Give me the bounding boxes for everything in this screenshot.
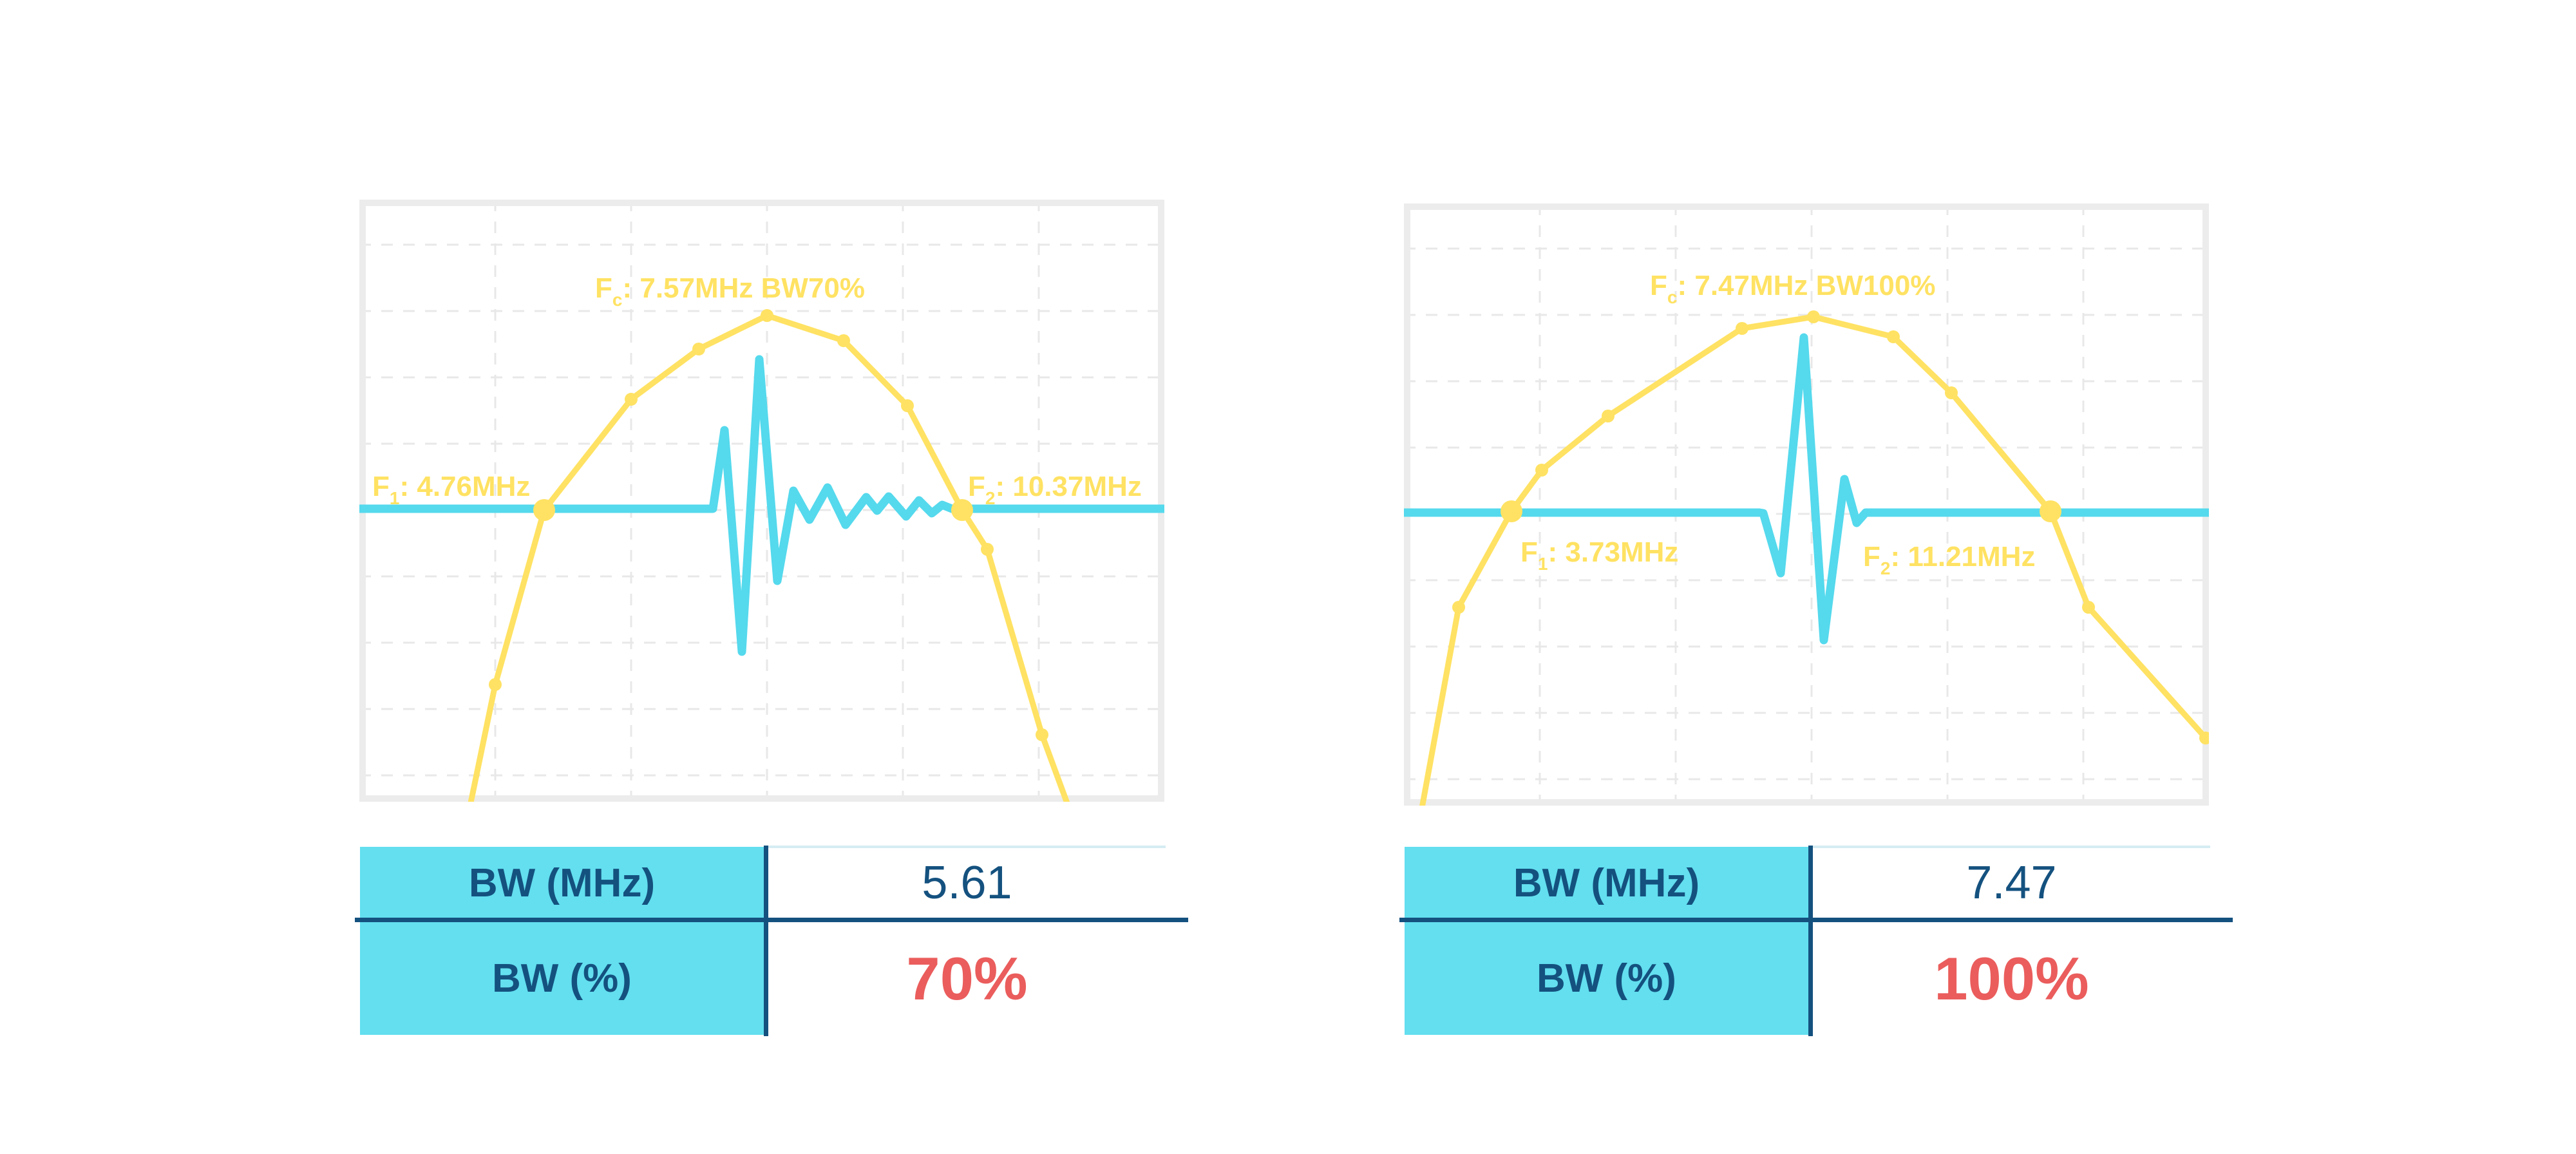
bw-pct-value: 100% bbox=[1934, 944, 2089, 1012]
data-point-marker bbox=[1602, 410, 1615, 422]
pulse-waveform bbox=[359, 355, 1164, 656]
table-header-column bbox=[360, 847, 764, 1035]
data-point-marker bbox=[489, 678, 502, 691]
pulse-waveform bbox=[1404, 333, 2209, 645]
data-point-marker bbox=[1036, 728, 1048, 741]
table-column-divider bbox=[1808, 846, 1813, 1036]
table-column-divider bbox=[764, 846, 768, 1036]
table-row-divider bbox=[1399, 918, 2233, 922]
spectrum-curve bbox=[468, 312, 1070, 802]
panel-frame bbox=[359, 200, 1164, 802]
spectrum-panel-bw70: Fc: 7.57MHz BW70% F1: 4.76MHz F2: 10.37MHz bbox=[359, 200, 1164, 802]
bw-mhz-value: 7.47 bbox=[1966, 857, 2057, 909]
bandwidth-crossing-marker bbox=[2040, 500, 2061, 522]
data-point-marker bbox=[1535, 464, 1548, 477]
table-row-divider bbox=[355, 918, 1188, 922]
f2-label: F2: 11.21MHz bbox=[1863, 541, 2035, 578]
bw-table-bw70: BW (MHz) BW (%) 5.61 70% bbox=[355, 846, 1188, 1039]
fc-label: Fc: 7.57MHz BW70% bbox=[595, 272, 865, 310]
table-top-rule bbox=[768, 846, 1166, 848]
data-point-marker bbox=[1452, 601, 1465, 614]
data-point-marker bbox=[761, 309, 773, 322]
bw-mhz-value: 5.61 bbox=[922, 857, 1012, 909]
data-point-marker bbox=[625, 393, 638, 406]
bw-table-bw100: BW (MHz) BW (%) 7.47 100% bbox=[1399, 846, 2233, 1039]
spectrum-markers bbox=[1452, 310, 2209, 744]
spectrum-plot-bw70: Fc: 7.57MHz BW70% F1: 4.76MHz F2: 10.37MHz bbox=[359, 200, 1164, 802]
f1-label: F1: 4.76MHz bbox=[372, 471, 530, 508]
data-point-marker bbox=[2082, 601, 2095, 614]
spectrum-curve bbox=[1419, 314, 2209, 806]
data-point-marker bbox=[692, 343, 705, 355]
bw-pct-label: BW (%) bbox=[1537, 956, 1676, 1001]
data-point-marker bbox=[1807, 310, 1820, 323]
data-point-marker bbox=[1945, 386, 1958, 399]
fc-label: Fc: 7.47MHz BW100% bbox=[1650, 270, 1935, 307]
spectrum-plot-bw100: Fc: 7.47MHz BW100% F1: 3.73MHz F2: 11.21MH… bbox=[1404, 203, 2209, 806]
data-point-marker bbox=[981, 543, 994, 556]
bw-pct-label: BW (%) bbox=[492, 956, 632, 1001]
spectrum-panel-bw100: Fc: 7.47MHz BW100% F1: 3.73MHz F2: 11.21MH… bbox=[1404, 203, 2209, 806]
data-point-marker bbox=[901, 399, 914, 412]
spectrum-markers bbox=[489, 309, 1048, 741]
bandwidth-crossing-marker bbox=[533, 499, 555, 521]
bw-pct-value: 70% bbox=[906, 944, 1028, 1012]
panel-frame bbox=[1404, 203, 2209, 806]
bandwidth-crossing-marker bbox=[1501, 500, 1522, 522]
f2-label: F2: 10.37MHz bbox=[968, 471, 1142, 508]
bandwidth-crossing-marker bbox=[951, 499, 973, 521]
bw-mhz-label: BW (MHz) bbox=[1513, 860, 1700, 905]
data-point-marker bbox=[1887, 330, 1900, 343]
grid-lines bbox=[359, 200, 1164, 802]
bw-mhz-label: BW (MHz) bbox=[468, 860, 656, 905]
data-point-marker bbox=[837, 334, 850, 347]
f1-label: F1: 3.73MHz bbox=[1520, 536, 1678, 574]
data-point-marker bbox=[2199, 732, 2209, 744]
data-point-marker bbox=[1736, 322, 1748, 335]
table-header-column bbox=[1405, 847, 1808, 1035]
table-top-rule bbox=[1813, 846, 2210, 848]
